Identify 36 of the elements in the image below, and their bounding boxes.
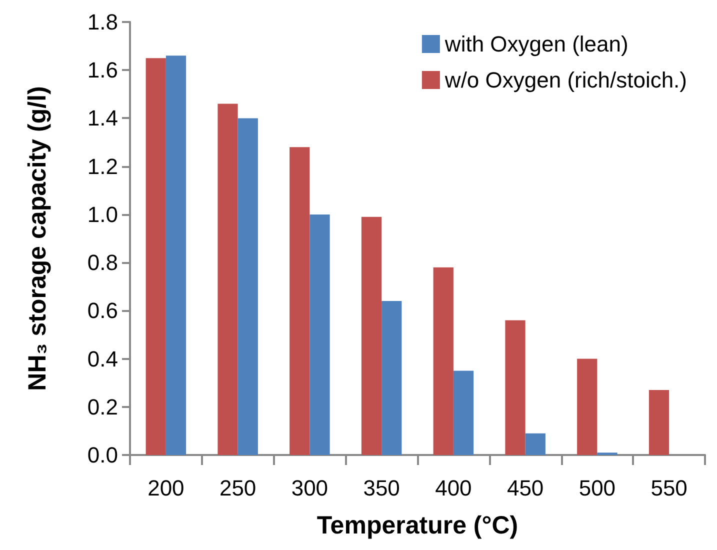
y-tick-label: 0.4 <box>87 346 118 372</box>
bar <box>218 104 238 455</box>
x-tick-label: 250 <box>219 476 256 500</box>
bar <box>453 370 474 455</box>
x-tick-label: 300 <box>291 476 328 500</box>
y-tick-label: 1.6 <box>87 58 118 83</box>
y-tick-label: 0.8 <box>87 250 118 276</box>
bar <box>238 118 258 455</box>
y-tick-label: 1.2 <box>87 154 118 179</box>
x-tick-label: 200 <box>148 476 184 500</box>
y-tick-label: 1.8 <box>87 10 118 34</box>
x-tick-label: 400 <box>435 476 472 500</box>
x-tick-label: 500 <box>578 476 616 500</box>
y-tick-label: 1.4 <box>87 106 118 131</box>
legend-label: with Oxygen (lean) <box>444 32 628 56</box>
bar <box>146 58 166 455</box>
bar <box>290 147 310 455</box>
bar <box>310 214 330 455</box>
y-tick-label: 1.0 <box>87 202 118 227</box>
x-tick-label: 450 <box>506 476 544 500</box>
y-axis-title: NH₃ storage capacity (g/l) <box>24 86 52 391</box>
bar <box>166 56 186 455</box>
bar <box>648 390 670 455</box>
bar <box>361 216 382 455</box>
x-tick-label: 350 <box>363 476 400 500</box>
y-tick-label: 0.2 <box>87 394 118 420</box>
x-tick-label: 550 <box>650 476 688 500</box>
bar <box>433 267 454 455</box>
y-tick-label: 0.0 <box>87 442 118 468</box>
x-axis-title: Temperature (°C) <box>316 512 518 540</box>
y-tick-label: 0.6 <box>87 298 118 324</box>
bar <box>525 433 546 455</box>
bar <box>505 320 526 455</box>
bar <box>577 358 598 455</box>
bar <box>382 301 402 455</box>
legend-label: w/o Oxygen (rich/stoich.) <box>444 68 688 92</box>
